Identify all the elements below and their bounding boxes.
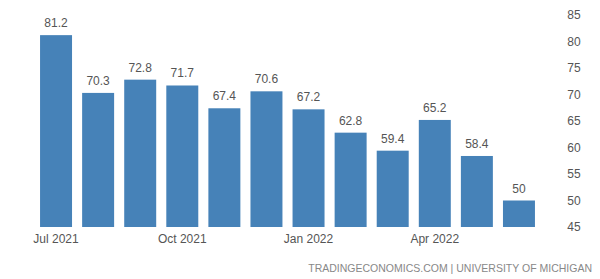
y-tick-label: 45 [567, 220, 581, 234]
bar [250, 91, 282, 227]
y-tick-label: 75 [567, 61, 581, 75]
data-label: 70.3 [86, 74, 110, 88]
bar [377, 151, 409, 227]
bar [40, 35, 72, 227]
data-label: 67.2 [297, 90, 321, 104]
data-label: 70.6 [255, 72, 279, 86]
y-tick [554, 200, 558, 201]
source: TRADINGECONOMICS.COM | UNIVERSITY OF MIC… [308, 262, 592, 274]
x-tick-label: Oct 2021 [158, 232, 207, 246]
x-tick-label: Jul 2021 [33, 232, 79, 246]
bar [503, 201, 535, 228]
data-label: 62.8 [339, 114, 363, 128]
data-label: 71.7 [171, 66, 195, 80]
y-tick-label: 55 [567, 167, 581, 181]
chart: 45 50 55 60 65 70 75 80 85 81.2 70.3 72.8 71.7 67.4 70… [0, 0, 600, 279]
y-tick [554, 147, 558, 148]
y-tick-label: 60 [567, 141, 581, 155]
data-label: 58.4 [465, 137, 489, 151]
y-tick [554, 174, 558, 175]
y-tick-label: 70 [567, 88, 581, 102]
y-tick [554, 94, 558, 95]
data-label: 67.4 [213, 89, 237, 103]
y-tick [554, 41, 558, 42]
bar [208, 108, 240, 227]
y-tick-label: 50 [567, 194, 581, 208]
bar [419, 120, 451, 227]
y-tick [554, 121, 558, 122]
bar [124, 80, 156, 227]
bar [82, 93, 114, 227]
bar [335, 133, 367, 227]
y-tick-label: 85 [567, 8, 581, 22]
x-tick-label: Apr 2022 [410, 232, 459, 246]
data-label: 59.4 [381, 132, 405, 146]
y-tick [554, 68, 558, 69]
data-label: 65.2 [423, 101, 447, 115]
bar [461, 156, 493, 227]
data-label: 72.8 [129, 61, 153, 75]
bar [293, 109, 325, 227]
data-label: 50 [512, 182, 526, 196]
y-tick [554, 15, 558, 16]
data-label: 81.2 [44, 16, 68, 30]
y-tick-label: 65 [567, 114, 581, 128]
y-tick-label: 80 [567, 35, 581, 49]
x-tick-label: Jan 2022 [284, 232, 334, 246]
y-tick [554, 227, 558, 228]
bar [166, 85, 198, 227]
